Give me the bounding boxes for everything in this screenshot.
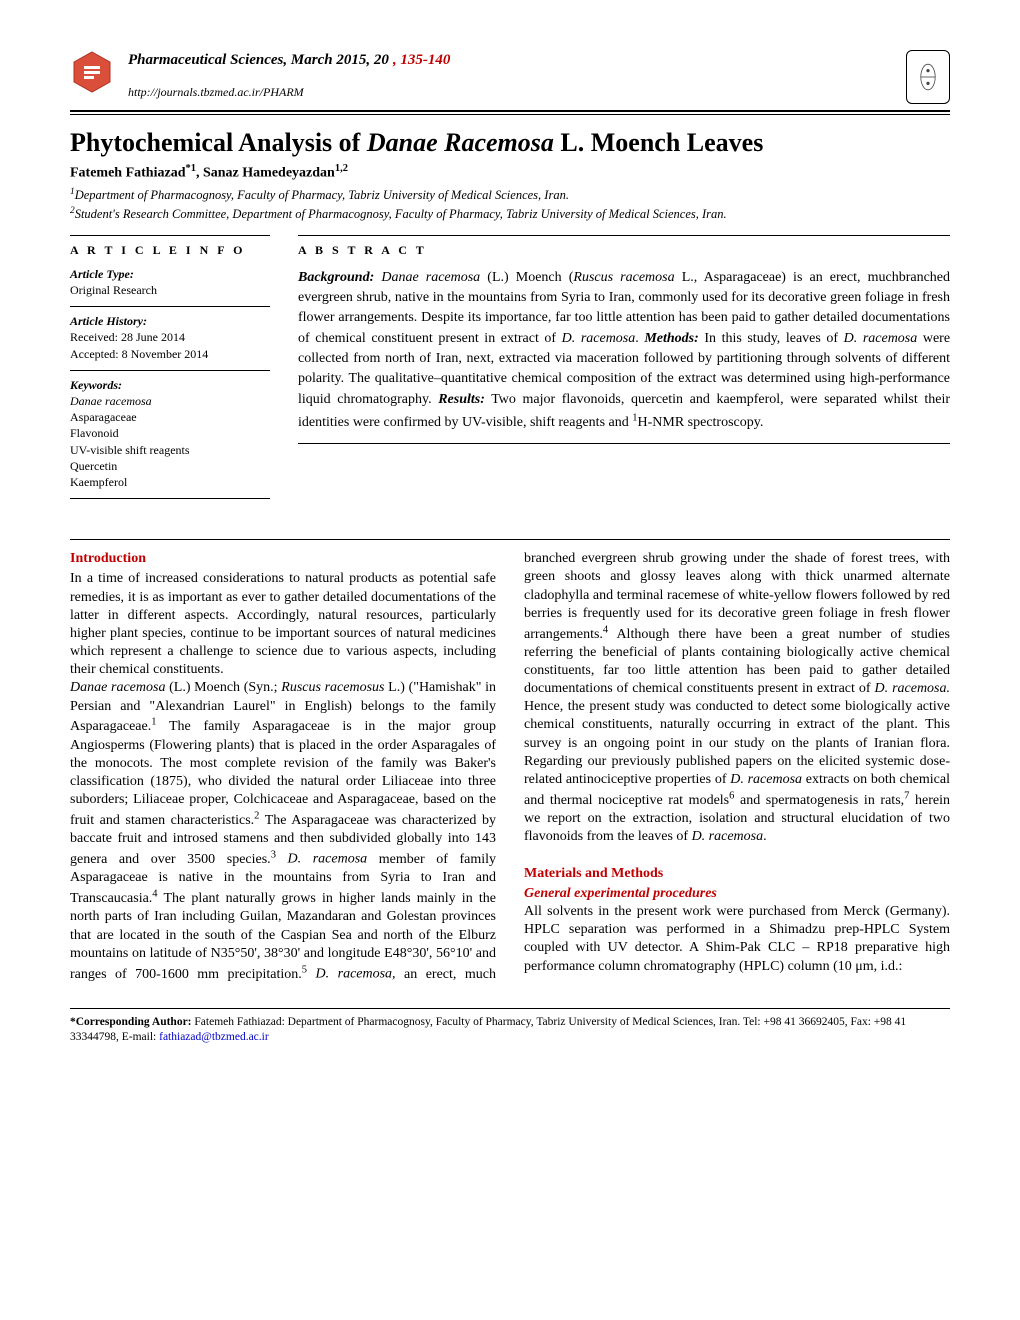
body-span: L.) ("Hamishak" in Persian and "Alexandr… bbox=[70, 680, 496, 867]
abstract-span: . bbox=[635, 331, 644, 346]
keyword: Danae racemosa bbox=[70, 393, 270, 409]
section-heading-mm: Materials and Methods bbox=[524, 865, 950, 883]
footer-label: *Corresponding Author: bbox=[70, 1016, 194, 1028]
capsule-icon bbox=[916, 61, 940, 93]
journal-logo bbox=[70, 50, 114, 94]
article-title: Phytochemical Analysis of Danae Racemosa… bbox=[70, 125, 950, 160]
body-span: (L.) Moench (Syn.; bbox=[169, 680, 281, 695]
abstract-label: Results: bbox=[438, 392, 485, 407]
received-date: Received: 28 June 2014 bbox=[70, 329, 270, 345]
body-span: member of family Asparagaceae is native … bbox=[70, 852, 496, 981]
abstract-heading: A B S T R A C T bbox=[298, 235, 950, 258]
article-info-heading: A R T I C L E I N F O bbox=[70, 235, 270, 258]
abstract-span: D. racemosa bbox=[844, 331, 923, 346]
keyword: Asparagaceae bbox=[70, 409, 270, 425]
abstract-column: A B S T R A C T Background: Danae racemo… bbox=[298, 235, 950, 505]
article-type-label: Article Type: bbox=[70, 266, 270, 282]
corresponding-author-footer: *Corresponding Author: Fatemeh Fathiazad… bbox=[70, 1015, 950, 1046]
abstract-text: Background: Danae racemosa (L.) Moench (… bbox=[298, 268, 950, 433]
body-span: D. racemosa bbox=[730, 772, 806, 787]
article-info-column: A R T I C L E I N F O Article Type: Orig… bbox=[70, 235, 270, 505]
keyword: Kaempferol bbox=[70, 474, 270, 490]
affiliation-1: 11Department of Pharmacognosy, Faculty o… bbox=[70, 186, 950, 204]
article-type-value: Original Research bbox=[70, 282, 270, 298]
body-paragraph: All solvents in the present work were pu… bbox=[524, 904, 950, 974]
affiliation-2: 2Student's Research Committee, Departmen… bbox=[70, 205, 950, 223]
rule bbox=[298, 443, 950, 444]
title-species: Danae Racemosa bbox=[367, 128, 554, 157]
title-text: L. Moench Leaves bbox=[554, 128, 763, 157]
article-history-label: Article History: bbox=[70, 313, 270, 329]
abstract-label: Methods: bbox=[644, 331, 698, 346]
subsection-heading-gep: General experimental procedures bbox=[524, 885, 950, 903]
rule bbox=[70, 498, 270, 499]
journal-header: Pharmaceutical Sciences, March 2015, 20,… bbox=[70, 50, 950, 104]
keyword: Flavonoid bbox=[70, 425, 270, 441]
body-span: D. racemosa bbox=[288, 852, 379, 867]
body-span: Ruscus racemosus bbox=[281, 680, 388, 695]
journal-url: http://journals.tbzmed.ac.ir/PHARM bbox=[128, 84, 892, 100]
rule bbox=[70, 539, 950, 540]
rule bbox=[70, 1008, 950, 1009]
body-span: D. racemosa bbox=[692, 829, 764, 844]
page-range: , 135-140 bbox=[393, 50, 451, 70]
abstract-span: Ruscus racemosa bbox=[573, 270, 681, 285]
body-span: D. racemosa, bbox=[316, 967, 405, 982]
abstract-span: Danae racemosa bbox=[374, 270, 487, 285]
abstract-span: D. racemosa bbox=[562, 331, 636, 346]
rule bbox=[70, 114, 950, 115]
rule bbox=[70, 110, 950, 112]
authors: Fatemeh Fathiazad*1, Sanaz Hamedeyazdan1… bbox=[70, 162, 950, 184]
title-text: Phytochemical Analysis of bbox=[70, 128, 367, 157]
abstract-span: In this study, leaves of bbox=[699, 331, 844, 346]
rule bbox=[70, 370, 270, 371]
keyword: UV-visible shift reagents bbox=[70, 442, 270, 458]
footer-email[interactable]: fathiazad@tbzmed.ac.ir bbox=[159, 1031, 269, 1043]
body-paragraph: In a time of increased considerations to… bbox=[70, 571, 496, 677]
abstract-span: (L.) Moench ( bbox=[487, 270, 573, 285]
secondary-logo bbox=[906, 50, 950, 104]
section-heading-intro: Introduction bbox=[70, 550, 496, 568]
keywords-label: Keywords: bbox=[70, 377, 270, 393]
meta-abstract-row: A R T I C L E I N F O Article Type: Orig… bbox=[70, 235, 950, 511]
accepted-date: Accepted: 8 November 2014 bbox=[70, 346, 270, 362]
abstract-label: Background: bbox=[298, 270, 374, 285]
keyword: Quercetin bbox=[70, 458, 270, 474]
body-span: D. racemosa. bbox=[875, 681, 951, 696]
rule bbox=[70, 306, 270, 307]
journal-info: Pharmaceutical Sciences, March 2015, 20,… bbox=[128, 50, 892, 100]
body-span: . bbox=[763, 829, 767, 844]
journal-name: Pharmaceutical Sciences, March 2015, 20 bbox=[128, 50, 389, 70]
hexagon-icon bbox=[70, 50, 114, 94]
body-span: Danae racemosa bbox=[70, 680, 169, 695]
body-columns: Introduction In a time of increased cons… bbox=[70, 550, 950, 984]
